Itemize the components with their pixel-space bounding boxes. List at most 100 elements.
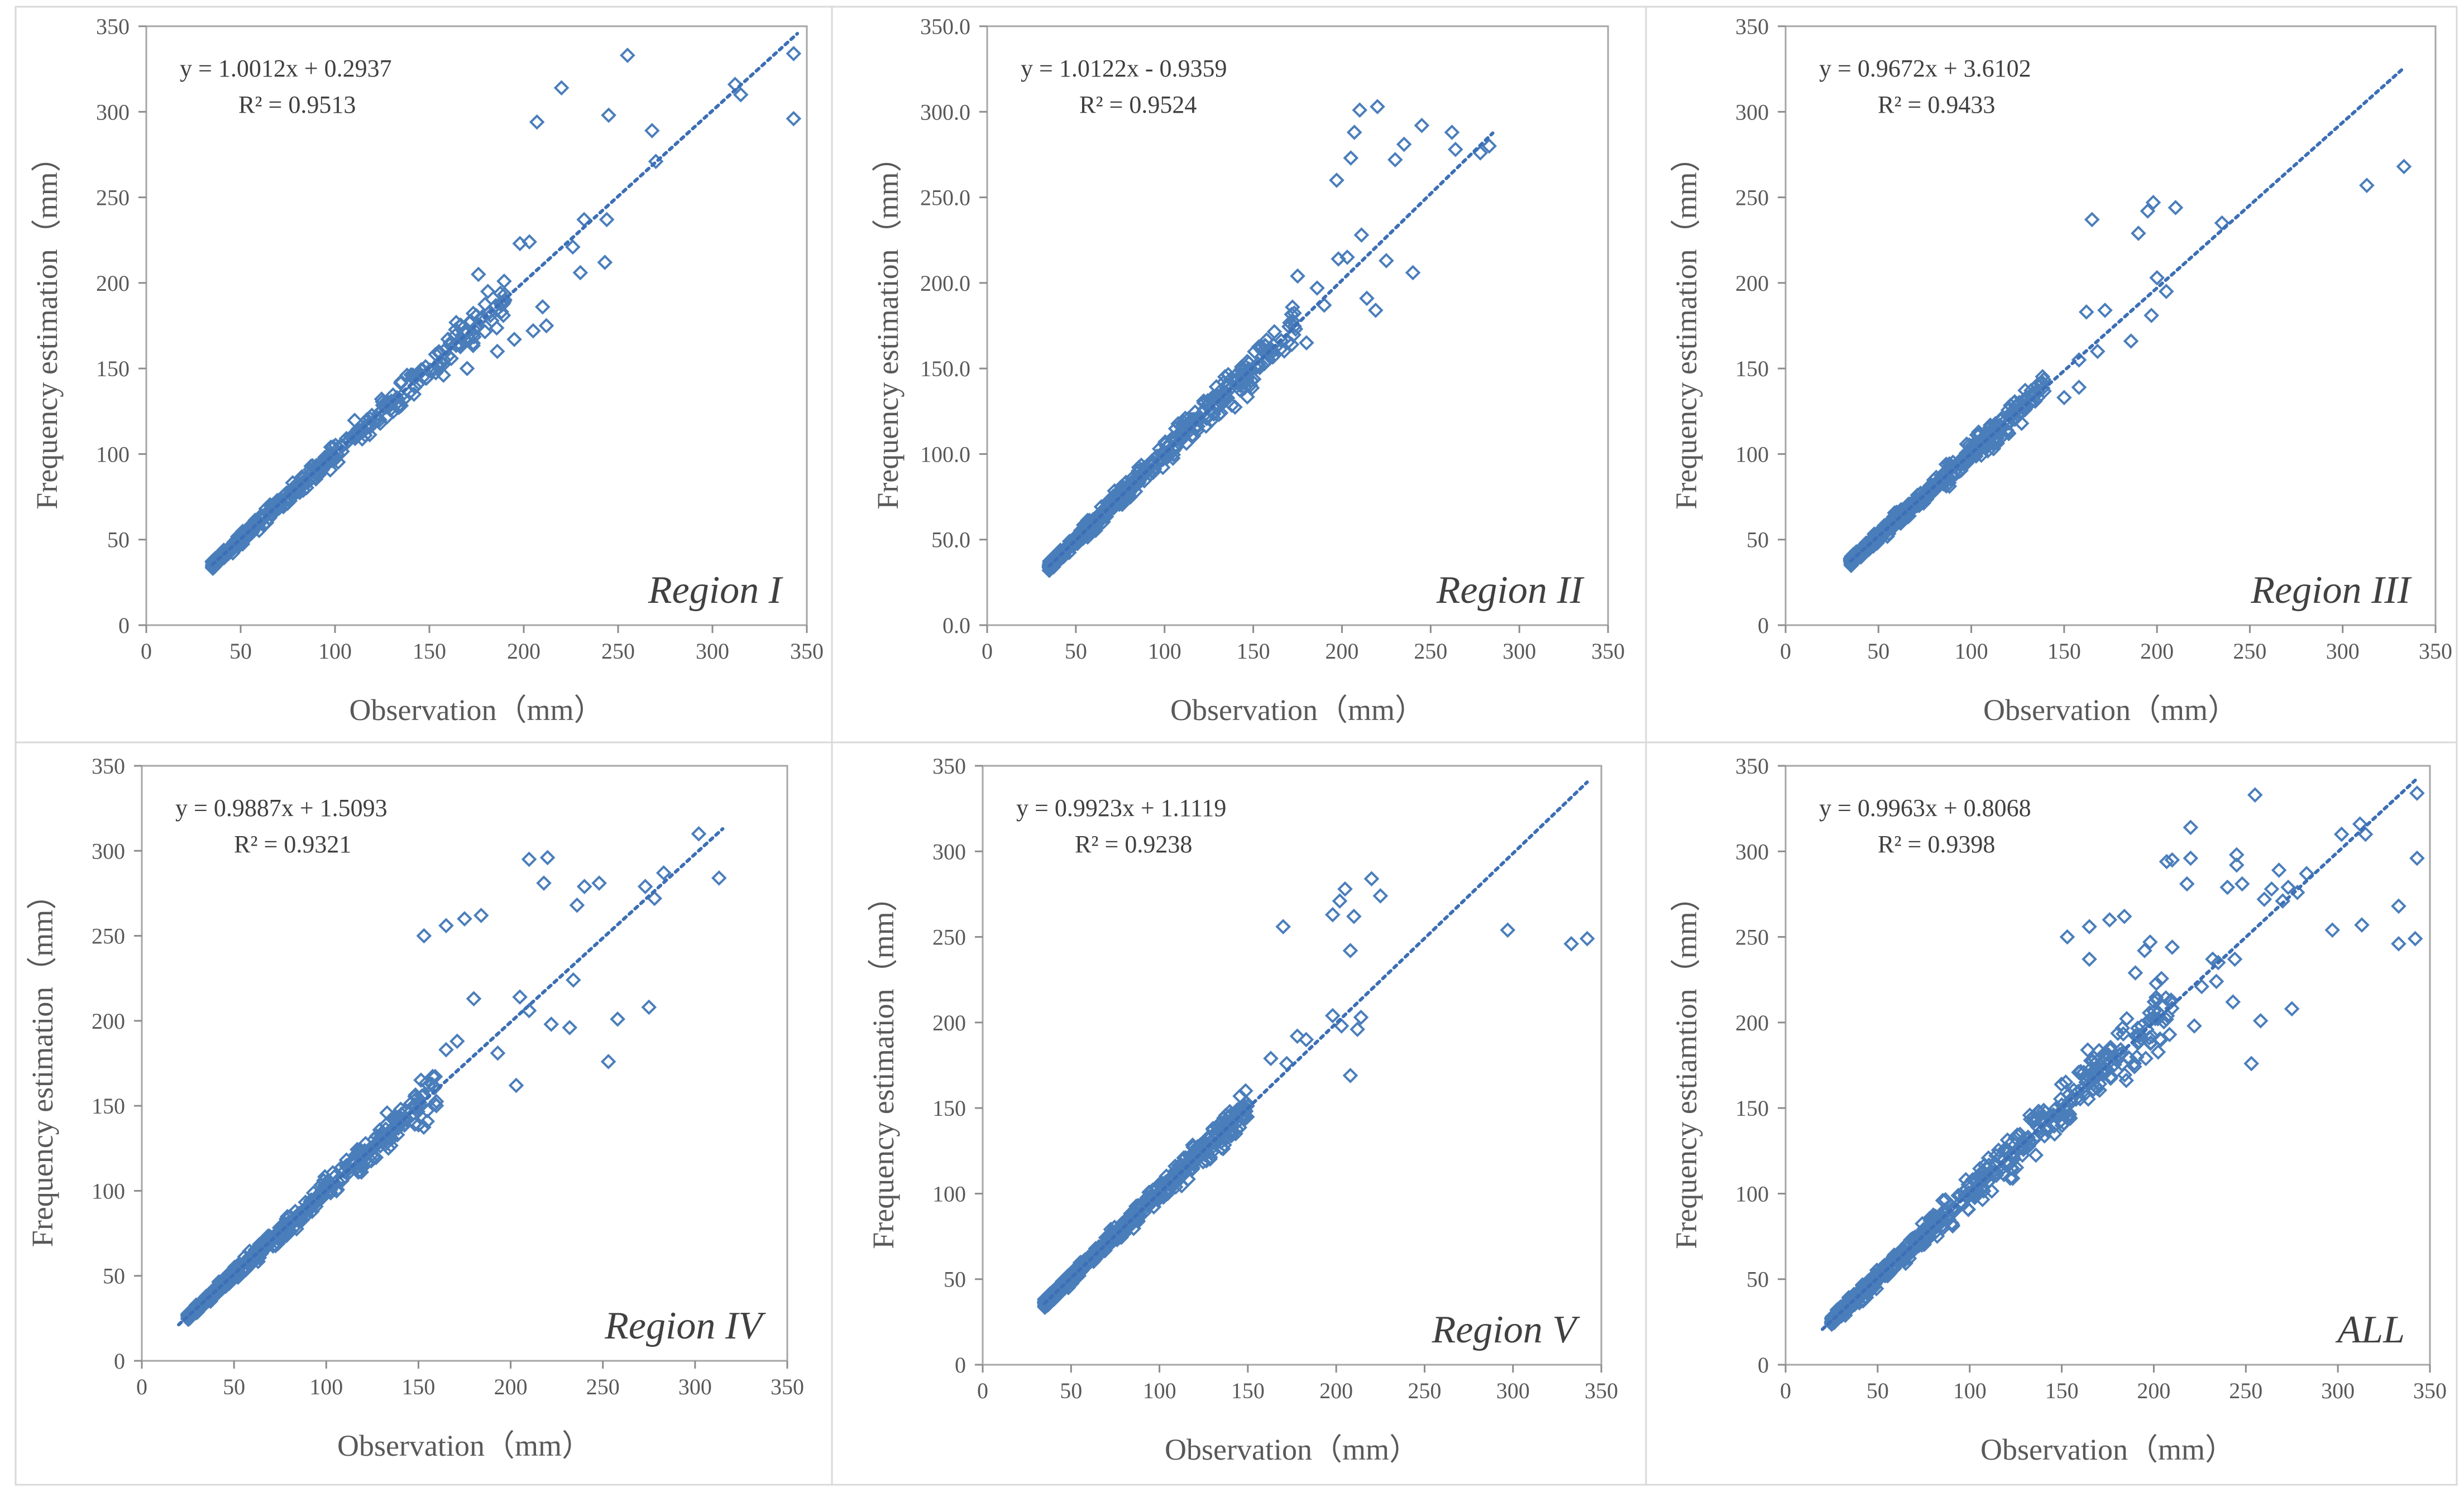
x-tick-label: 50 [229,639,252,664]
scatter-point-outlier [506,332,522,347]
scatter-point [396,391,413,407]
scatter-point [2001,415,2017,431]
scatter-point [310,1191,327,1206]
scatter-point [1177,410,1193,426]
x-tick-label: 100 [1148,639,1181,664]
scatter-point-outlier [620,47,635,63]
y-tick-label: 200 [932,1010,966,1035]
scatter-point [2080,1076,2097,1092]
scatter-point-outlier [1324,906,1341,923]
chart-panel: 0 50 100 150 200 250 300 350 0 50 100 150 200 250 300 3… [15,741,833,1486]
x-tick-label: 200 [2137,1378,2170,1403]
y-tick-label: 350 [92,754,125,779]
scatter-point [1232,375,1247,391]
y-tick-label: 150 [932,1096,966,1121]
x-tick-label: 200 [2140,639,2174,664]
y-tick-label: 50 [944,1267,966,1292]
y-tick-label: 100 [1735,442,1769,467]
scatter-point [2004,1170,2021,1186]
scatter-point-outlier [471,266,486,282]
scatter-point [1927,1208,1944,1224]
scatter-point-outlier [2071,380,2087,395]
plot-area-border [1784,25,2437,626]
y-tick-label: 300 [92,838,125,863]
scatter-point-outlier [2084,212,2100,228]
scatter-point-outlier [490,1045,506,1061]
scatter-points [180,826,727,1327]
scatter-point [279,485,295,501]
scatter-point-outlier [2179,876,2195,892]
scatter-point-outlier [691,826,707,842]
scatter-point-outlier [656,865,672,881]
scatter-point [294,479,310,495]
scatter-point-outlier [2409,850,2425,866]
scatter-point [1891,514,1907,530]
y-tick-label: 0.0 [942,613,970,638]
scatter-point [1058,544,1073,560]
scatter-point-outlier [457,911,472,927]
x-tick-label: 250 [601,639,635,664]
x-tick-label: 0 [1780,1378,1791,1403]
y-axis: 0 50 100 150 200 250 300 350 [92,754,142,1374]
scatter-point [2099,1046,2115,1062]
x-tick-label: 300 [696,639,729,664]
x-tick-label: 250 [2233,639,2266,664]
scatter-point-outlier [641,999,657,1015]
scatter-point-outlier [2089,343,2106,359]
scatter-point-outlier [521,851,537,867]
plot-area-border [145,25,808,626]
plot-area-border [141,765,788,1362]
scatter-point-outlier [576,879,592,895]
scatter-point [386,1109,401,1125]
scatter-point [418,1075,434,1091]
scatter-point [1286,305,1302,321]
region-label: ALL [2335,1308,2405,1351]
scatter-point [489,320,505,336]
y-tick-label: 350 [1735,754,1769,779]
scatter-point-outlier [489,343,505,359]
scatter-point [1238,1083,1253,1099]
scatter-point [265,502,281,519]
chart-panel: 0 50 100 150 200 250 300 350 0 50 100 150 200 250 300 3… [15,6,833,743]
x-tick-label: 300 [1503,639,1536,664]
y-tick-label: 250 [1735,185,1769,210]
scatter-point [410,1090,425,1106]
x-tick-label: 350 [1591,639,1625,664]
y-tick-label: 250.0 [920,185,970,210]
scatter-point [1266,324,1283,340]
scatter-point-outlier [637,879,653,895]
scatter-point-outlier [566,972,581,988]
scatter-point-outlier [1275,919,1291,935]
scatter-point-outlier [2158,284,2174,300]
trend-equation: y = 0.9887x + 1.5093 [175,794,387,822]
scatter-point [466,322,482,338]
scatter-point-outlier [1309,280,1325,296]
region-label: Region V [1431,1308,1580,1351]
x-tick-label: 100 [1955,639,1988,664]
scatter-point-outlier [2102,912,2118,928]
x-tick-label: 0 [982,639,993,664]
scatter-point [2007,1130,2023,1146]
scatter-point-outlier [1299,335,1314,351]
scatter-point [367,1136,384,1152]
y-tick-label: 300 [96,99,130,124]
scatter-point-outlier [2333,826,2350,842]
y-axis: 0 50 100 150 200 250 300 350 [1735,14,1786,638]
x-tick-label: 0 [136,1374,147,1399]
scatter-point [1044,558,1059,574]
scatter-point-outlier [2131,226,2146,241]
scatter-point-outlier [1579,930,1595,947]
scatter-point [1111,494,1127,510]
scatter-point [393,373,409,390]
scatter-point [1998,1143,2013,1159]
scatter-point [496,273,512,289]
y-tick-label: 250 [96,185,130,210]
scatter-point [1950,1187,1967,1203]
scatter-point [362,427,377,443]
scatter-point [2060,1104,2075,1120]
scatter-point [240,525,255,541]
y-axis-title: Frequency estiamtion（mm） [1669,881,1703,1249]
x-tick-label: 350 [1585,1378,1618,1403]
scatter-point [2083,1061,2098,1077]
scatter-point-outlier [599,212,615,228]
